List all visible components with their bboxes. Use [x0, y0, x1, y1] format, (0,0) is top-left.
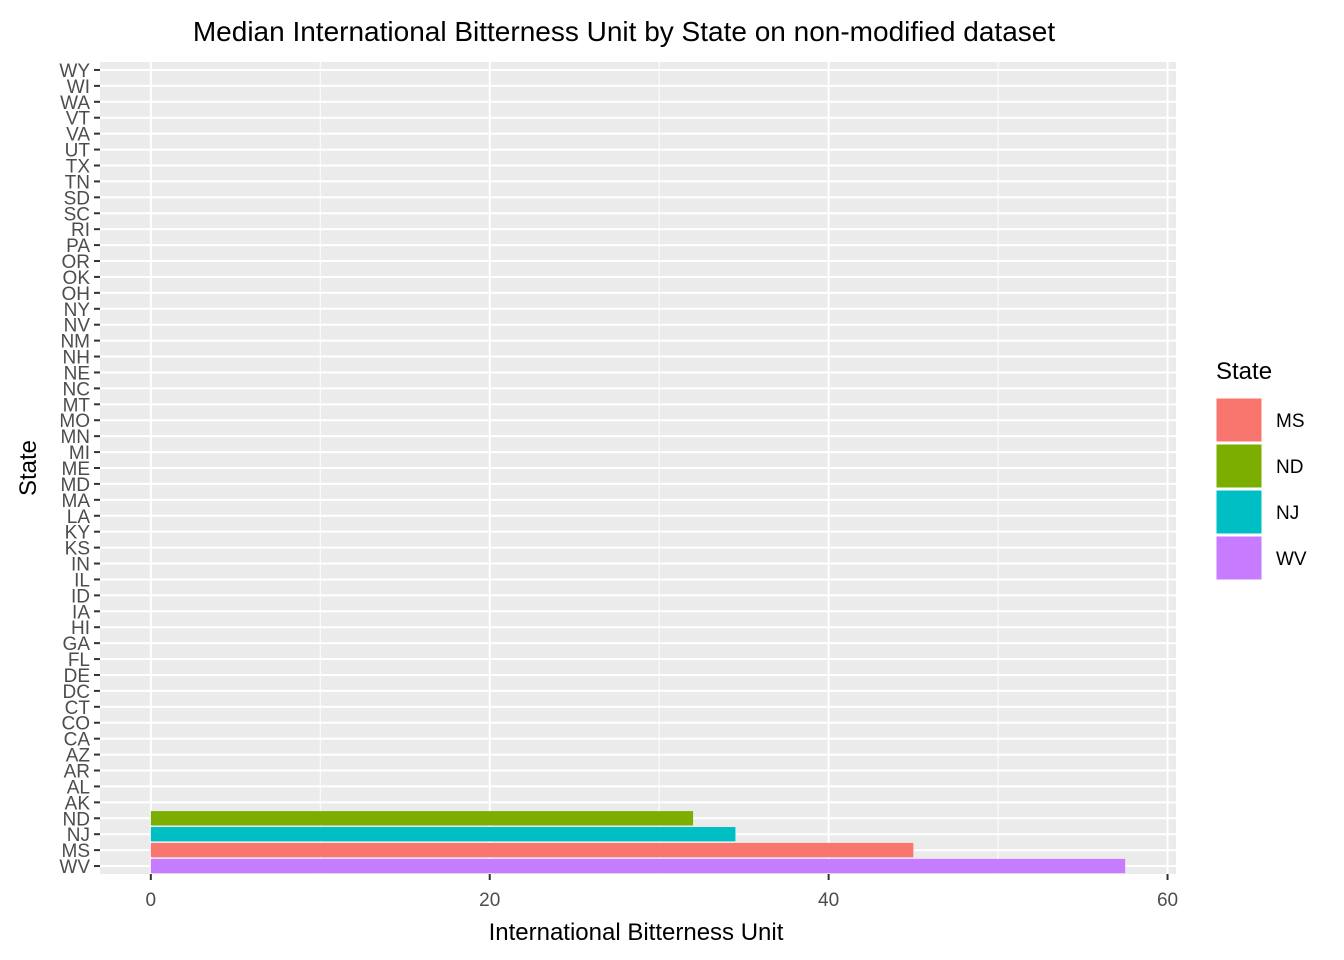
y-tick-label: AK	[65, 793, 91, 814]
y-tick-label: OR	[62, 252, 91, 273]
y-tick-label: SD	[64, 188, 90, 209]
y-tick-label: VT	[66, 109, 91, 130]
y-tick-label: IN	[71, 555, 90, 576]
y-tick-label: AR	[64, 762, 90, 783]
y-tick-label: NY	[64, 300, 91, 321]
y-tick-label: ME	[62, 459, 91, 480]
x-tick-label: 0	[146, 890, 157, 911]
legend-title: State	[1216, 358, 1272, 385]
y-tick-label: CT	[65, 698, 91, 719]
legend-label: MS	[1276, 411, 1305, 432]
y-tick-label: NJ	[67, 825, 90, 846]
legend-key-nj	[1215, 489, 1263, 535]
legend-label: ND	[1276, 457, 1303, 478]
y-tick-label: RI	[71, 220, 90, 241]
y-tick-label: HI	[71, 618, 90, 639]
legend-label: WV	[1276, 549, 1307, 570]
x-axis-title: International Bitterness Unit	[489, 919, 784, 946]
y-tick-label: SC	[64, 204, 90, 225]
legend-key-nd	[1215, 443, 1263, 489]
legend-label: NJ	[1276, 503, 1299, 524]
y-tick-label: WA	[60, 93, 90, 114]
y-axis-title: State	[15, 440, 42, 496]
y-tick-label: MA	[62, 491, 91, 512]
y-tick-label: TX	[66, 156, 91, 177]
y-tick-label: IA	[72, 602, 90, 623]
y-tick-label: MS	[62, 841, 91, 862]
bar-nj	[150, 827, 736, 842]
y-tick-label: MO	[59, 411, 90, 432]
y-tick-label: NV	[64, 316, 91, 337]
y-tick-label: WV	[59, 857, 90, 878]
bar-nd	[150, 811, 694, 826]
y-tick-label: MI	[69, 443, 90, 464]
y-tick-label: ND	[63, 809, 90, 830]
y-tick-label: UT	[65, 141, 91, 162]
legend: State MS ND NJ WV	[1215, 358, 1307, 581]
y-tick-label: KS	[65, 539, 90, 560]
y-tick-label: VA	[66, 125, 90, 146]
x-tick-label: 40	[818, 890, 839, 911]
y-tick-label: GA	[63, 634, 91, 655]
y-tick-label: OH	[62, 284, 91, 305]
y-tick-label: IL	[74, 570, 90, 591]
y-axis: WVMSNJNDAKALARAZCACOCTDCDEFLGAHIIAIDILIN…	[59, 61, 100, 878]
y-tick-label: LA	[67, 507, 91, 528]
legend-key-wv	[1215, 535, 1263, 581]
bars	[150, 811, 1126, 874]
x-tick-label: 20	[479, 890, 500, 911]
y-tick-label: AL	[67, 777, 90, 798]
y-tick-label: DC	[63, 682, 90, 703]
y-tick-label: WI	[67, 77, 90, 98]
bar-ms	[150, 842, 914, 858]
y-tick-label: CO	[62, 714, 91, 735]
x-axis: 0 20 40 60	[146, 874, 1178, 911]
legend-key-ms	[1215, 397, 1263, 443]
y-tick-label: WY	[59, 61, 90, 82]
y-tick-label: TN	[65, 172, 90, 193]
y-tick-label: KY	[65, 523, 91, 544]
bar-wv	[150, 858, 1126, 874]
y-tick-label: NH	[63, 348, 90, 369]
y-tick-label: MD	[60, 475, 90, 496]
y-tick-label: NE	[64, 363, 90, 384]
y-tick-label: ID	[71, 586, 90, 607]
y-tick-label: AZ	[66, 746, 91, 767]
y-tick-label: MT	[63, 395, 91, 416]
y-tick-label: MN	[60, 427, 90, 448]
y-tick-label: DE	[64, 666, 90, 687]
y-tick-label: CA	[64, 730, 91, 751]
y-tick-label: NC	[63, 379, 90, 400]
chart-title: Median International Bitterness Unit by …	[193, 16, 1056, 47]
y-tick-label: NM	[60, 332, 90, 353]
x-tick-label: 60	[1157, 890, 1178, 911]
y-tick-label: OK	[63, 268, 91, 289]
y-tick-label: PA	[66, 236, 90, 257]
y-tick-label: FL	[68, 650, 90, 671]
